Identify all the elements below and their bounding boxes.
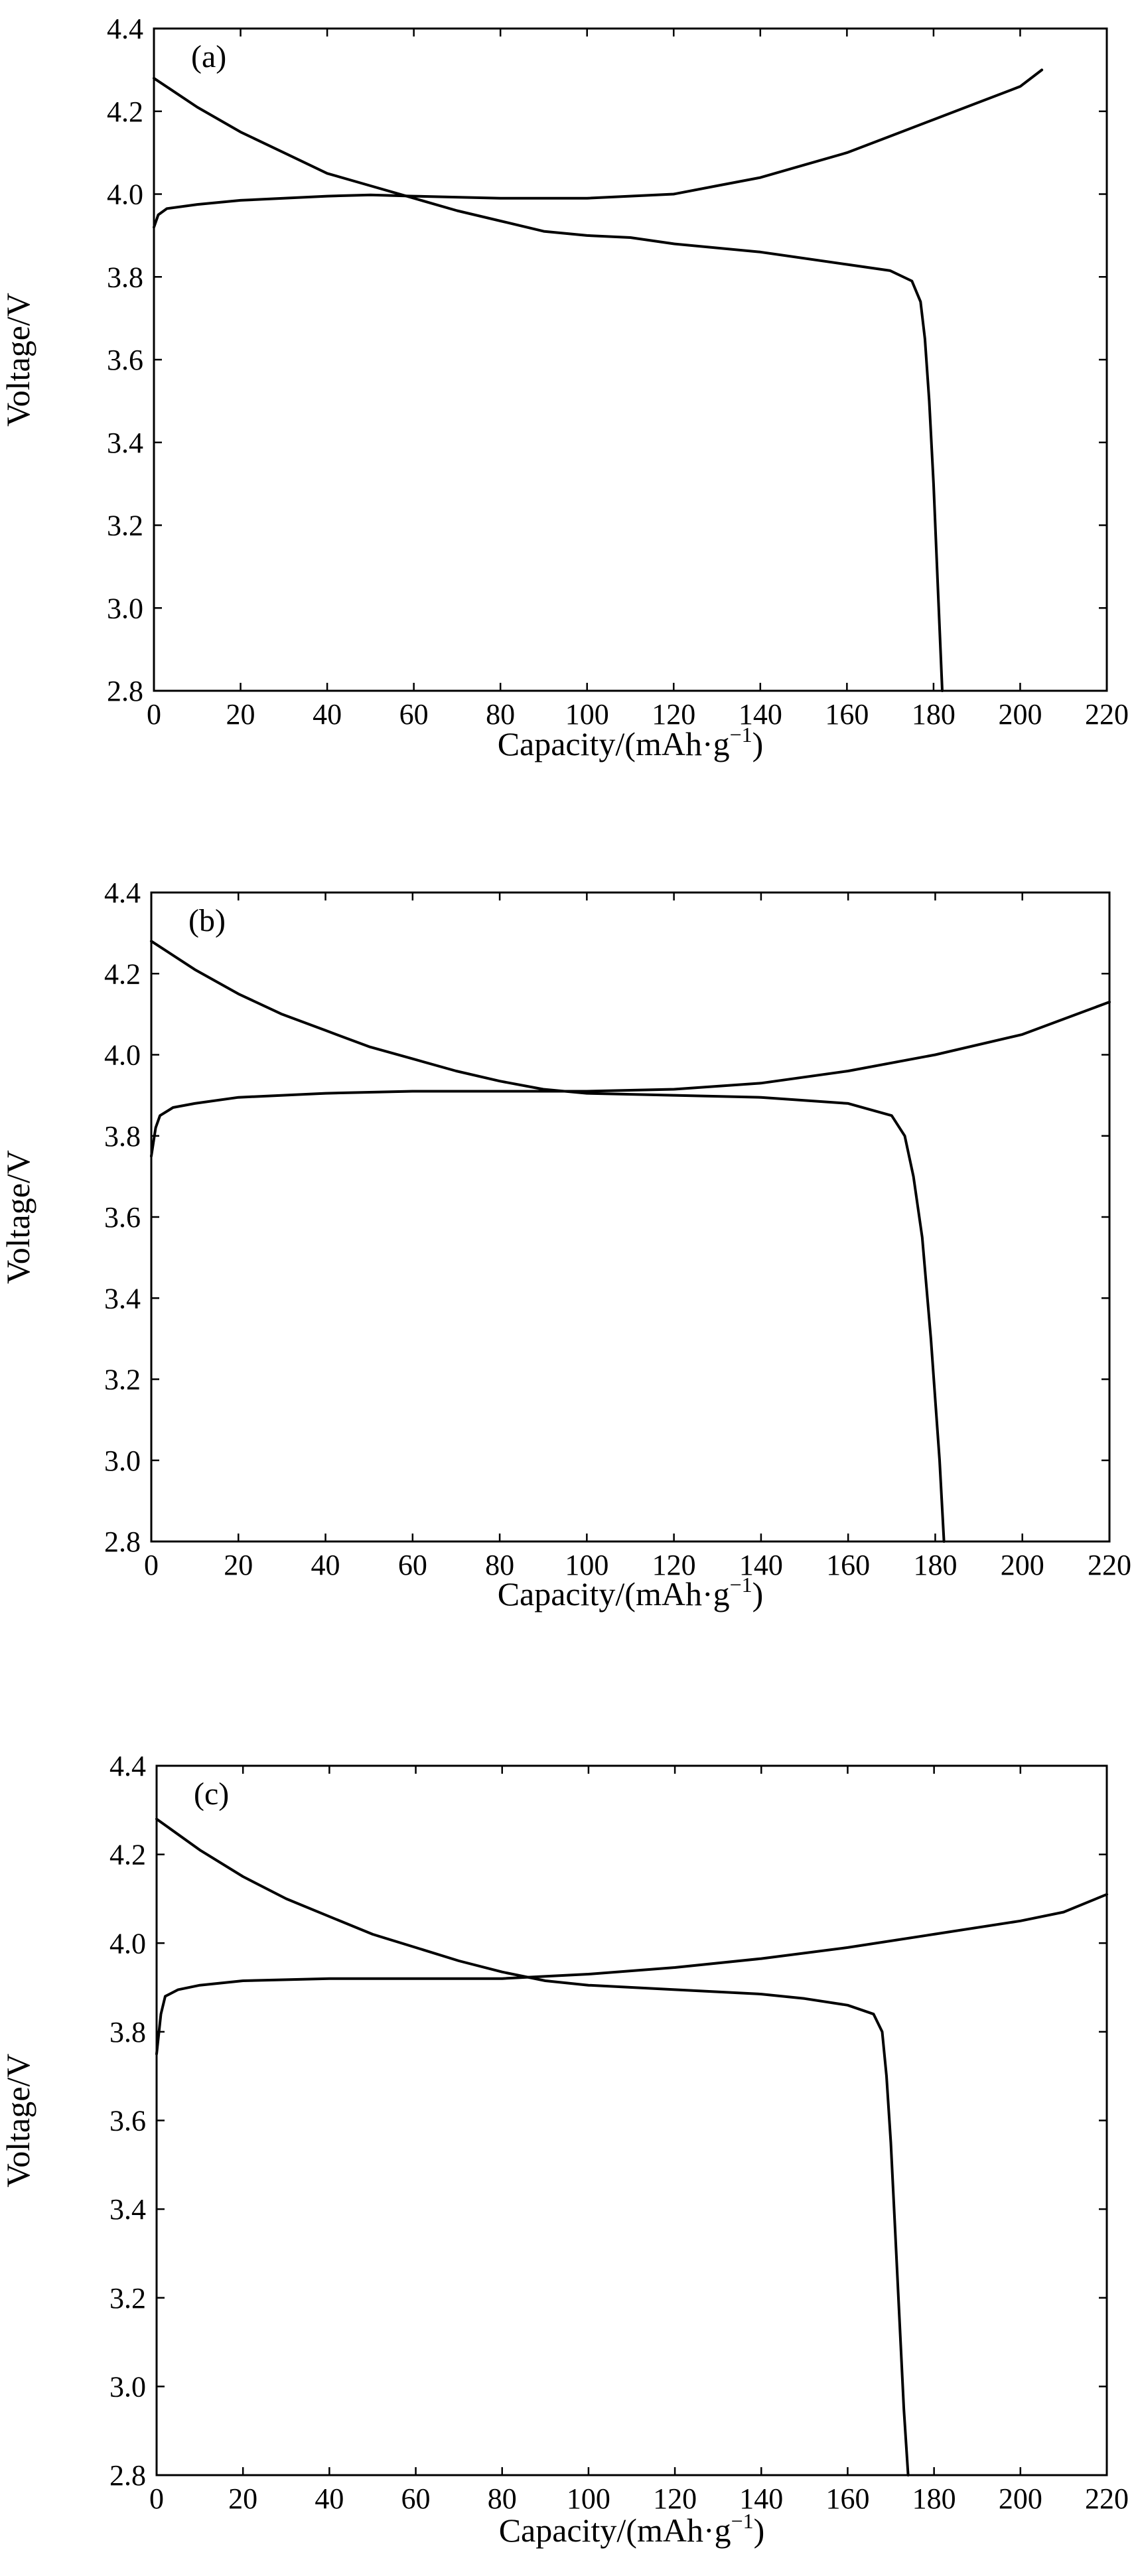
x-tick-label: 180 [912, 698, 956, 731]
x-tick-label: 140 [739, 698, 782, 731]
x-tick-label: 160 [825, 698, 869, 731]
x-axis-title-main: Capacity/(mAh·g [499, 2512, 731, 2549]
x-axis-title: Capacity/(mAh·g−1) [499, 2509, 765, 2549]
x-tick-label: 60 [398, 1549, 427, 1581]
y-tick-label: 4.2 [104, 958, 141, 990]
x-axis-title-main: Capacity/(mAh·g [498, 725, 730, 762]
x-axis-title-main: Capacity/(mAh·g [498, 1575, 730, 1612]
x-tick-label: 100 [567, 2482, 610, 2515]
y-tick-label: 3.4 [109, 2193, 146, 2226]
x-tick-label: 100 [565, 698, 609, 731]
x-tick-label: 200 [998, 698, 1042, 731]
x-tick-label: 100 [565, 1549, 608, 1581]
x-tick-label: 20 [226, 698, 255, 731]
plot-frame [150, 891, 1111, 1543]
x-tick-label: 80 [486, 698, 515, 731]
x-axis-title-close: ) [752, 1575, 764, 1612]
y-tick-label: 4.4 [107, 13, 143, 45]
x-axis-title: Capacity/(mAh·g−1) [498, 1573, 764, 1612]
panel-label: (b) [188, 903, 226, 938]
x-tick-label: 140 [739, 1549, 783, 1581]
y-tick-label: 4.0 [104, 1039, 141, 1072]
y-axis-title: Voltage/V [0, 1150, 36, 1284]
y-axis-title: Voltage/V [0, 2054, 36, 2188]
x-tick-label: 120 [652, 698, 695, 731]
voltage-curve-1 [155, 1893, 1108, 2056]
y-tick-label: 3.8 [107, 261, 143, 293]
y-tick-label: 3.4 [107, 427, 143, 459]
x-tick-label: 80 [488, 2482, 517, 2515]
x-tick-label: 0 [144, 1549, 159, 1581]
y-tick-label: 3.2 [107, 510, 143, 542]
y-tick-label: 3.4 [104, 1282, 141, 1315]
x-tick-label: 180 [913, 1549, 957, 1581]
y-tick-label: 2.8 [107, 675, 143, 707]
y-tick-label: 4.2 [107, 96, 143, 128]
y-tick-label: 3.0 [109, 2370, 146, 2403]
plot-frame [153, 27, 1108, 692]
x-tick-label: 60 [401, 2482, 431, 2515]
panel-c-chart: 0 20 40 60 80 100 120 140 160 180 200 220 2.8 3.0 3.2 3… [0, 1750, 1129, 2549]
voltage-curve-1 [153, 68, 1044, 229]
y-tick-label: 3.6 [109, 2105, 146, 2137]
panel-a-chart: 0 20 40 60 80 100 120 140 160 180 200 220 2.8 3.0 3.2 3… [0, 13, 1129, 762]
x-axis-title-superscript: −1 [730, 1573, 752, 1597]
x-tick-label: 160 [825, 2482, 869, 2515]
x-tick-label: 200 [1001, 1549, 1044, 1581]
plot-frame [155, 1764, 1108, 2476]
x-tick-label: 0 [149, 2482, 164, 2515]
y-tick-label: 3.0 [107, 592, 143, 624]
voltage-curve-2 [155, 1818, 910, 2476]
x-tick-label: 20 [228, 2482, 257, 2515]
voltage-curve-1 [150, 1001, 1111, 1158]
x-tick-label: 120 [652, 1549, 696, 1581]
y-tick-label: 4.2 [109, 1839, 146, 1871]
x-axis-title-close: ) [754, 2512, 765, 2549]
y-axis-title: Voltage/V [0, 293, 36, 427]
x-tick-label: 220 [1085, 2482, 1129, 2515]
panel-label: (a) [191, 39, 226, 74]
panel-b-chart: 0 20 40 60 80 100 120 140 160 180 200 220 2.8 3.0 3.2 3… [0, 877, 1131, 1612]
y-tick-label: 4.0 [107, 179, 143, 211]
x-tick-label: 40 [315, 2482, 344, 2515]
y-tick-label: 3.2 [109, 2282, 146, 2315]
y-tick-label: 4.4 [109, 1750, 146, 1782]
y-tick-label: 3.6 [104, 1201, 141, 1234]
x-tick-label: 40 [313, 698, 342, 731]
x-tick-label: 180 [912, 2482, 956, 2515]
x-axis-title: Capacity/(mAh·g−1) [498, 723, 764, 762]
x-tick-label: 40 [311, 1549, 340, 1581]
x-tick-label: 200 [999, 2482, 1042, 2515]
y-tick-label: 3.8 [109, 2016, 146, 2048]
y-tick-label: 2.8 [109, 2459, 146, 2492]
x-axis-title-superscript: −1 [730, 723, 752, 747]
x-tick-label: 140 [739, 2482, 783, 2515]
y-tick-label: 2.8 [104, 1526, 141, 1558]
y-tick-label: 3.2 [104, 1364, 141, 1396]
voltage-curve-2 [150, 940, 946, 1543]
panel-label: (c) [194, 1776, 229, 1812]
x-axis-title-superscript: −1 [731, 2509, 754, 2533]
y-tick-label: 4.0 [109, 1927, 146, 1960]
y-tick-label: 3.8 [104, 1120, 141, 1153]
voltage-curve-2 [153, 76, 944, 692]
x-tick-label: 20 [224, 1549, 253, 1581]
x-tick-label: 0 [147, 698, 161, 731]
x-tick-label: 120 [653, 2482, 697, 2515]
x-tick-label: 60 [399, 698, 429, 731]
y-tick-label: 4.4 [104, 877, 141, 909]
x-tick-label: 220 [1088, 1549, 1131, 1581]
x-tick-label: 80 [485, 1549, 514, 1581]
y-tick-label: 3.6 [107, 344, 143, 376]
x-tick-label: 220 [1085, 698, 1129, 731]
x-tick-label: 160 [826, 1549, 870, 1581]
y-tick-label: 3.0 [104, 1445, 141, 1477]
x-axis-title-close: ) [752, 725, 764, 762]
